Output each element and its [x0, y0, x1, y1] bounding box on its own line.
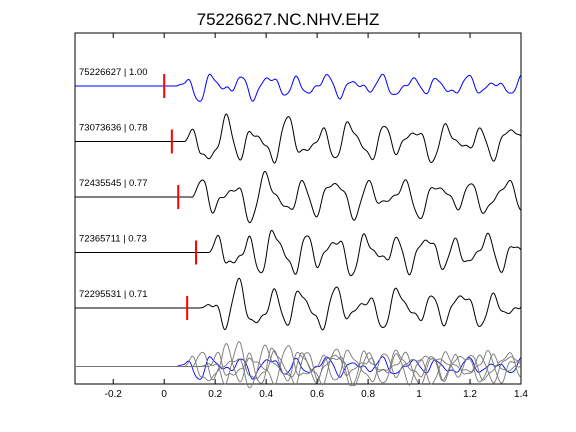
overlay-stack: [75, 341, 522, 389]
trace-4: [75, 229, 522, 277]
x-tick-label: 0.4: [259, 389, 273, 400]
trace-label-1: 75226627 | 1.00: [79, 67, 148, 78]
x-tick-label: 0.6: [310, 389, 324, 400]
trace-labels: 75226627 | 1.00 73073636 | 0.78 72435545 |…: [79, 67, 148, 300]
x-axis-ticks: -0.2 0 0.2 0.4 0.6 0.8 1 1.2 1.4: [105, 33, 528, 400]
trace-1: [75, 73, 522, 102]
trace-2: [75, 113, 522, 164]
x-tick-label: 0.8: [361, 389, 375, 400]
plot-frame: [74, 32, 522, 385]
trace-5: [75, 277, 522, 331]
trace-3: [75, 170, 522, 224]
x-tick-label: 0: [161, 389, 167, 400]
pick-markers: [163, 74, 198, 320]
trace-label-5: 72295531 | 0.71: [79, 289, 148, 300]
trace-label-3: 72435545 | 0.77: [79, 178, 148, 189]
x-tick-label: -0.2: [105, 389, 123, 400]
x-tick-label: 1.2: [463, 389, 477, 400]
trace-label-4: 72365711 | 0.73: [79, 234, 147, 245]
waveform-traces: [75, 73, 522, 331]
x-tick-label: 0.2: [208, 389, 222, 400]
stack-trace-5: [75, 341, 522, 386]
chart-title: 75226627.NC.NHV.EHZ: [197, 10, 380, 29]
trace-label-2: 73073636 | 0.78: [79, 123, 148, 134]
x-tick-label: 1: [416, 389, 422, 400]
x-tick-label: 1.4: [514, 389, 528, 400]
